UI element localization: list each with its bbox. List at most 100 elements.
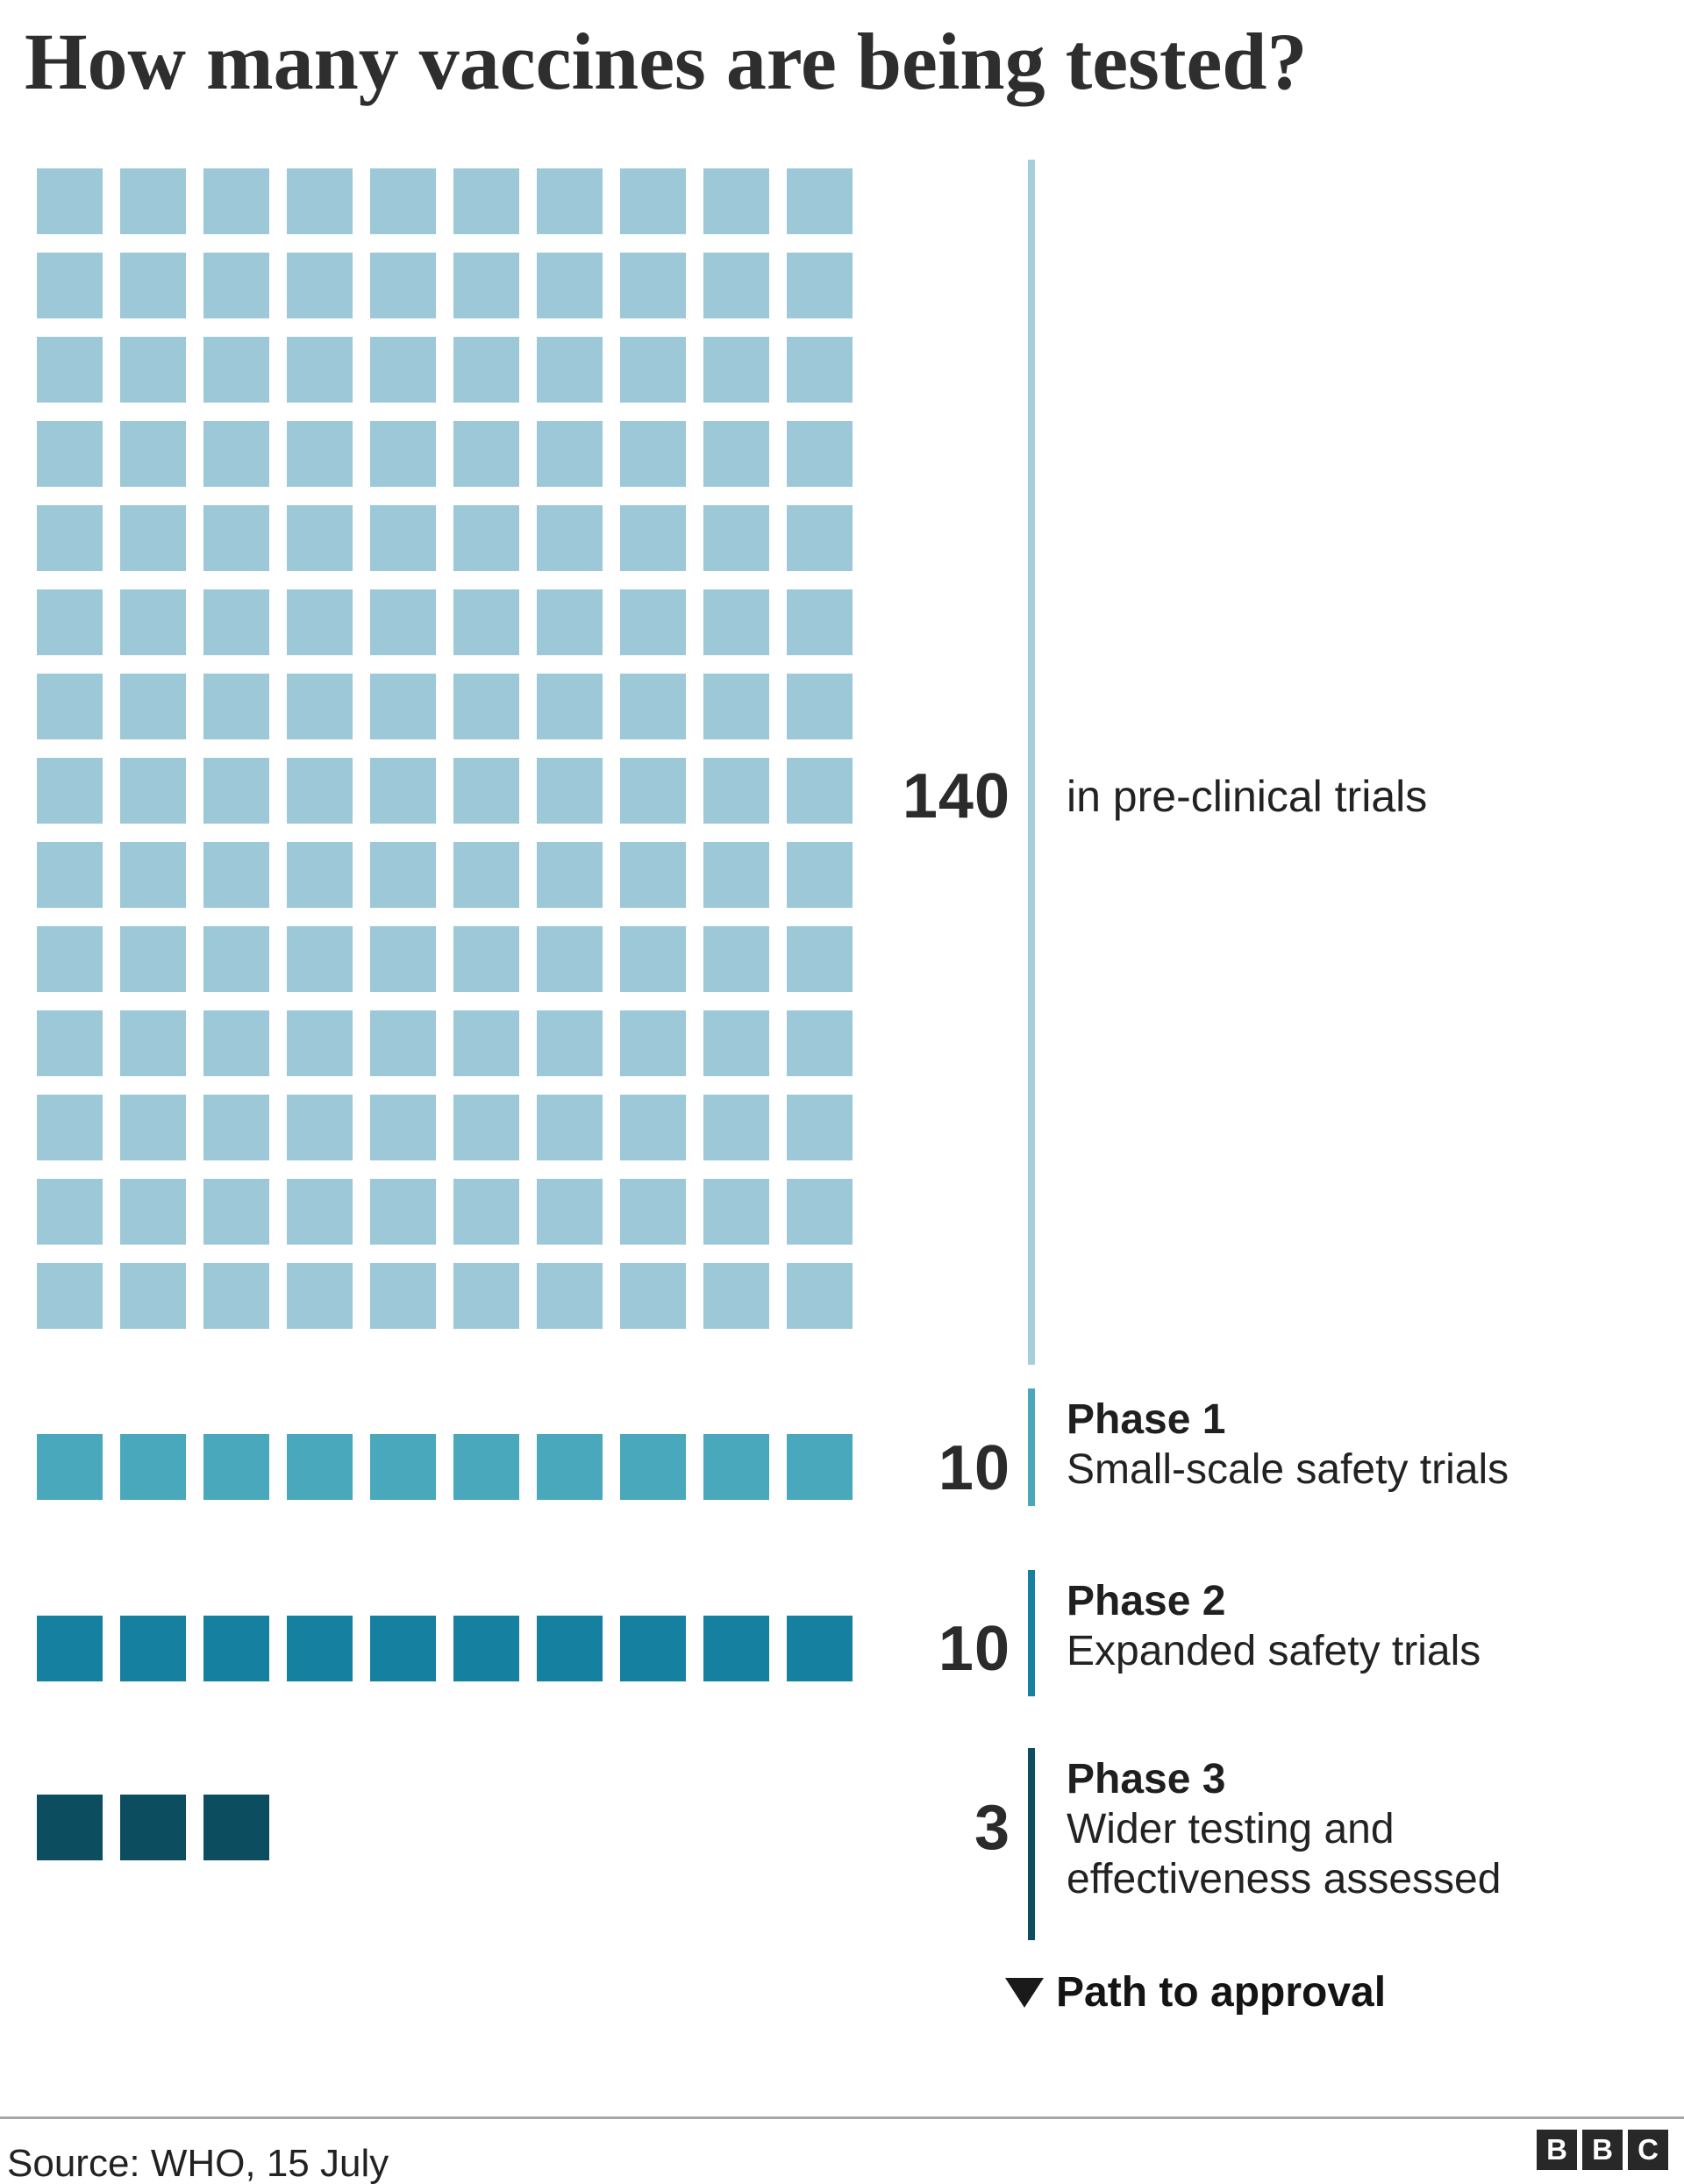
bbc-logo-block: B xyxy=(1582,2130,1623,2170)
waffle-square xyxy=(370,505,436,571)
preclinical-label: in pre-clinical trials xyxy=(1067,772,1428,821)
waffle-square xyxy=(537,421,603,487)
waffle-square xyxy=(37,842,103,908)
waffle-square xyxy=(203,337,269,403)
waffle-square xyxy=(537,1616,603,1681)
phase-2-description: Expanded safety trials xyxy=(1067,1628,1481,1674)
waffle-square xyxy=(537,1095,603,1160)
waffle-square xyxy=(703,589,769,655)
waffle-square xyxy=(120,1095,186,1160)
phase-2-row xyxy=(37,1616,853,1681)
waffle-square xyxy=(620,168,686,234)
waffle-square xyxy=(120,926,186,992)
phase-2-count: 10 xyxy=(938,1614,1010,1684)
waffle-square xyxy=(287,674,353,739)
waffle-square xyxy=(370,421,436,487)
waffle-square xyxy=(203,1095,269,1160)
waffle-square xyxy=(120,168,186,234)
waffle-square xyxy=(203,421,269,487)
phase-1-row xyxy=(37,1434,853,1500)
bbc-logo-block: C xyxy=(1628,2130,1668,2170)
waffle-square xyxy=(787,337,853,403)
waffle-square xyxy=(203,674,269,739)
waffle-square xyxy=(703,1263,769,1329)
waffle-square xyxy=(287,1010,353,1076)
waffle-square xyxy=(703,1434,769,1500)
waffle-square xyxy=(703,421,769,487)
waffle-square xyxy=(287,253,353,318)
waffle-square xyxy=(287,421,353,487)
waffle-square xyxy=(37,253,103,318)
waffle-square xyxy=(453,1179,519,1245)
waffle-square xyxy=(703,674,769,739)
waffle-square xyxy=(620,842,686,908)
waffle-square xyxy=(787,1179,853,1245)
waffle-square xyxy=(203,1010,269,1076)
waffle-square xyxy=(453,589,519,655)
waffle-square xyxy=(453,674,519,739)
waffle-square xyxy=(453,1616,519,1681)
waffle-square xyxy=(37,421,103,487)
waffle-square xyxy=(453,926,519,992)
waffle-square xyxy=(703,168,769,234)
waffle-square xyxy=(787,253,853,318)
waffle-square xyxy=(537,758,603,824)
waffle-square xyxy=(37,1616,103,1681)
waffle-square xyxy=(120,1616,186,1681)
waffle-square xyxy=(787,1263,853,1329)
waffle-square xyxy=(620,758,686,824)
waffle-square xyxy=(453,253,519,318)
waffle-square xyxy=(537,842,603,908)
down-triangle-icon xyxy=(1005,1977,1044,2008)
waffle-square xyxy=(287,1179,353,1245)
waffle-square xyxy=(37,1095,103,1160)
waffle-square xyxy=(453,421,519,487)
waffle-square xyxy=(370,1095,436,1160)
waffle-square xyxy=(287,168,353,234)
waffle-square xyxy=(787,674,853,739)
phase-3-text: Phase 3 Wider testing and effectiveness … xyxy=(1067,1754,1558,1904)
waffle-square xyxy=(370,1616,436,1681)
waffle-square xyxy=(537,674,603,739)
waffle-square xyxy=(787,589,853,655)
waffle-square xyxy=(37,589,103,655)
waffle-square xyxy=(370,1010,436,1076)
waffle-square xyxy=(203,1179,269,1245)
waffle-square xyxy=(287,1263,353,1329)
page-title: How many vaccines are being tested? xyxy=(25,17,1308,106)
waffle-square xyxy=(287,505,353,571)
waffle-square xyxy=(787,421,853,487)
preclinical-waffle-grid xyxy=(37,168,853,1329)
phase-2-name: Phase 2 xyxy=(1067,1578,1226,1624)
waffle-square xyxy=(370,842,436,908)
waffle-square xyxy=(453,1263,519,1329)
waffle-square xyxy=(537,337,603,403)
waffle-square xyxy=(287,842,353,908)
waffle-square xyxy=(787,505,853,571)
waffle-square xyxy=(620,589,686,655)
waffle-square xyxy=(203,168,269,234)
waffle-square xyxy=(537,589,603,655)
bbc-logo-letter: C xyxy=(1638,2133,1659,2166)
waffle-square xyxy=(120,1263,186,1329)
waffle-square xyxy=(120,674,186,739)
source-text: Source: WHO, 15 July xyxy=(7,2142,389,2184)
bbc-logo-letter: B xyxy=(1592,2133,1613,2166)
waffle-square xyxy=(120,1010,186,1076)
waffle-square xyxy=(703,1179,769,1245)
waffle-square xyxy=(703,926,769,992)
waffle-square xyxy=(203,758,269,824)
waffle-square xyxy=(37,1434,103,1500)
waffle-square xyxy=(537,926,603,992)
waffle-square xyxy=(203,1263,269,1329)
phase-2-text: Phase 2 Expanded safety trials xyxy=(1067,1576,1558,1676)
waffle-square xyxy=(370,674,436,739)
path-to-approval-label: Path to approval xyxy=(1056,1969,1387,2016)
waffle-square xyxy=(370,337,436,403)
phase-3-name: Phase 3 xyxy=(1067,1756,1226,1802)
waffle-square xyxy=(287,1434,353,1500)
preclinical-count: 140 xyxy=(902,761,1010,831)
waffle-square xyxy=(37,505,103,571)
waffle-square xyxy=(453,1010,519,1076)
